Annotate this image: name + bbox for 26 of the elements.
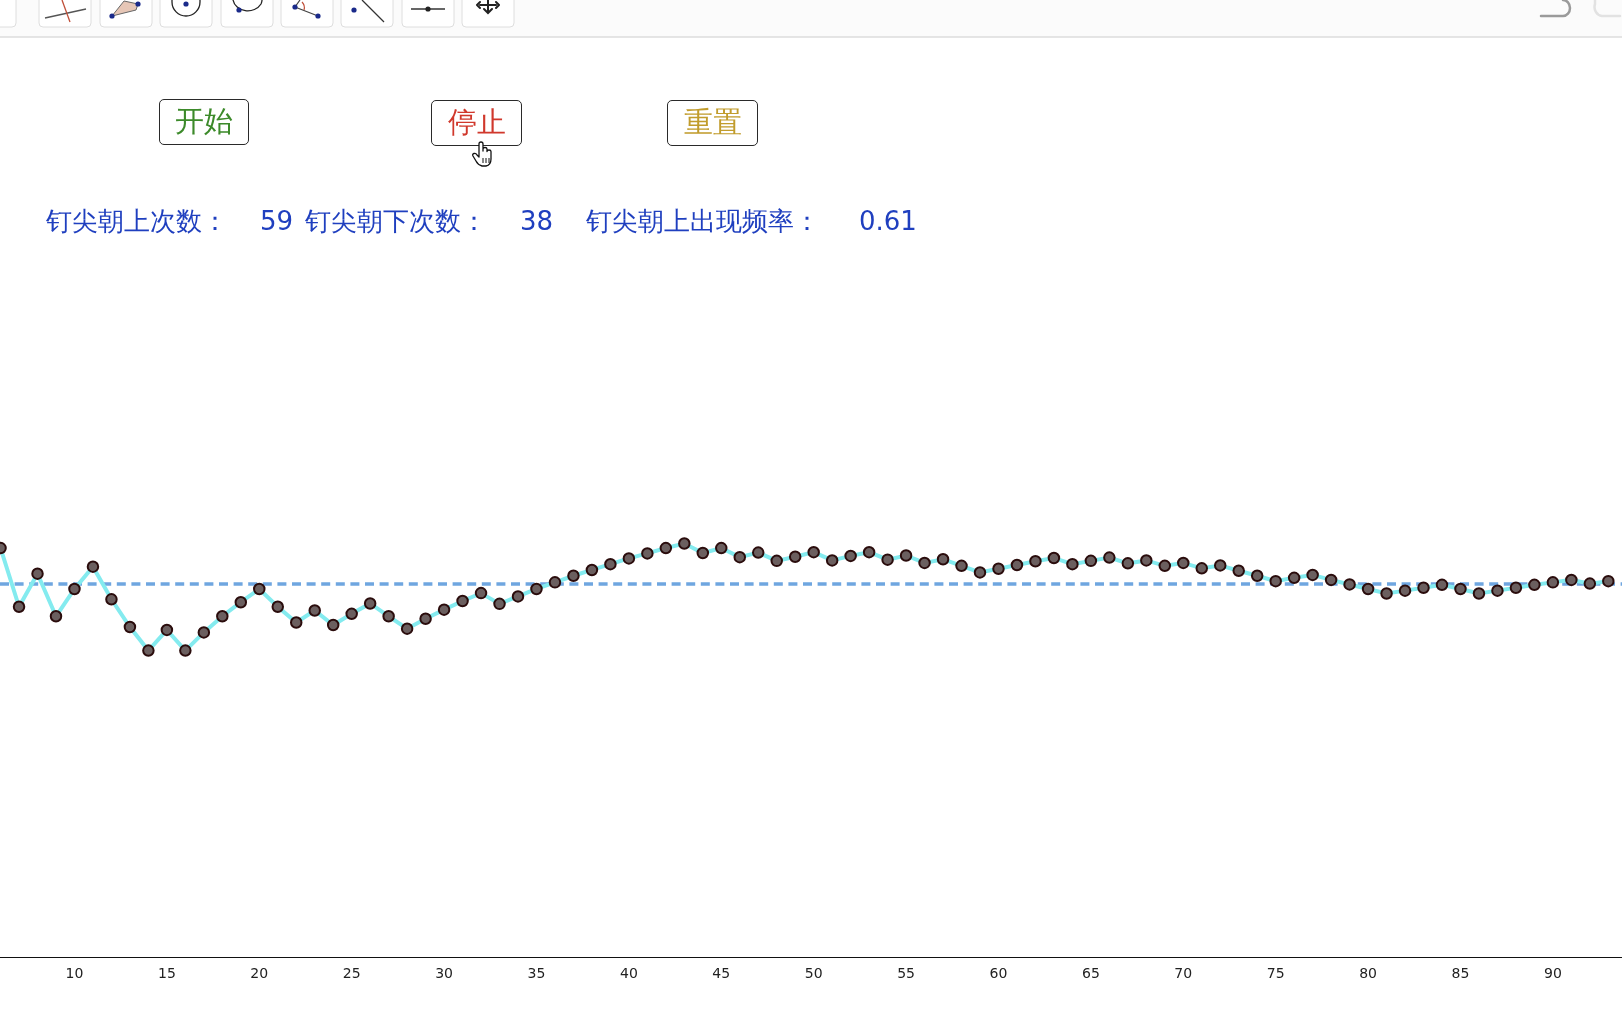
x-tick-label: 80 [1359, 964, 1377, 981]
x-tick-label: 90 [1543, 964, 1562, 981]
x-tick-label: 70 [1174, 964, 1193, 981]
text: 38 [520, 205, 554, 238]
x-tick-label: 15 [157, 964, 176, 981]
x-tick-label: 65 [1081, 964, 1100, 981]
x-tick-label: 10 [65, 964, 84, 981]
x-tick-label: 60 [989, 964, 1008, 981]
x-tick-label: 40 [619, 964, 638, 981]
text: 钉尖朝上出现频率： [586, 205, 820, 238]
text: 钉尖朝上次数： [46, 205, 228, 238]
x-tick-label: 50 [804, 964, 823, 981]
start-button[interactable]: 开始 [159, 99, 249, 145]
x-tick-label: 30 [435, 964, 453, 981]
x-tick-label: 20 [250, 964, 269, 981]
x-tick-label: 45 [712, 964, 731, 981]
x-tick-label: 75 [1266, 964, 1285, 981]
x-tick-label: 55 [897, 964, 915, 981]
x-tick-label: 25 [342, 964, 361, 981]
text: 0.61 [859, 205, 917, 238]
stop-button[interactable]: 停止 [431, 100, 522, 146]
reset-button[interactable]: 重置 [667, 100, 758, 146]
x-tick-label: 35 [527, 964, 546, 981]
text: 钉尖朝下次数： [305, 205, 487, 238]
x-tick-label: 85 [1451, 964, 1470, 981]
text: 59 [260, 205, 294, 238]
